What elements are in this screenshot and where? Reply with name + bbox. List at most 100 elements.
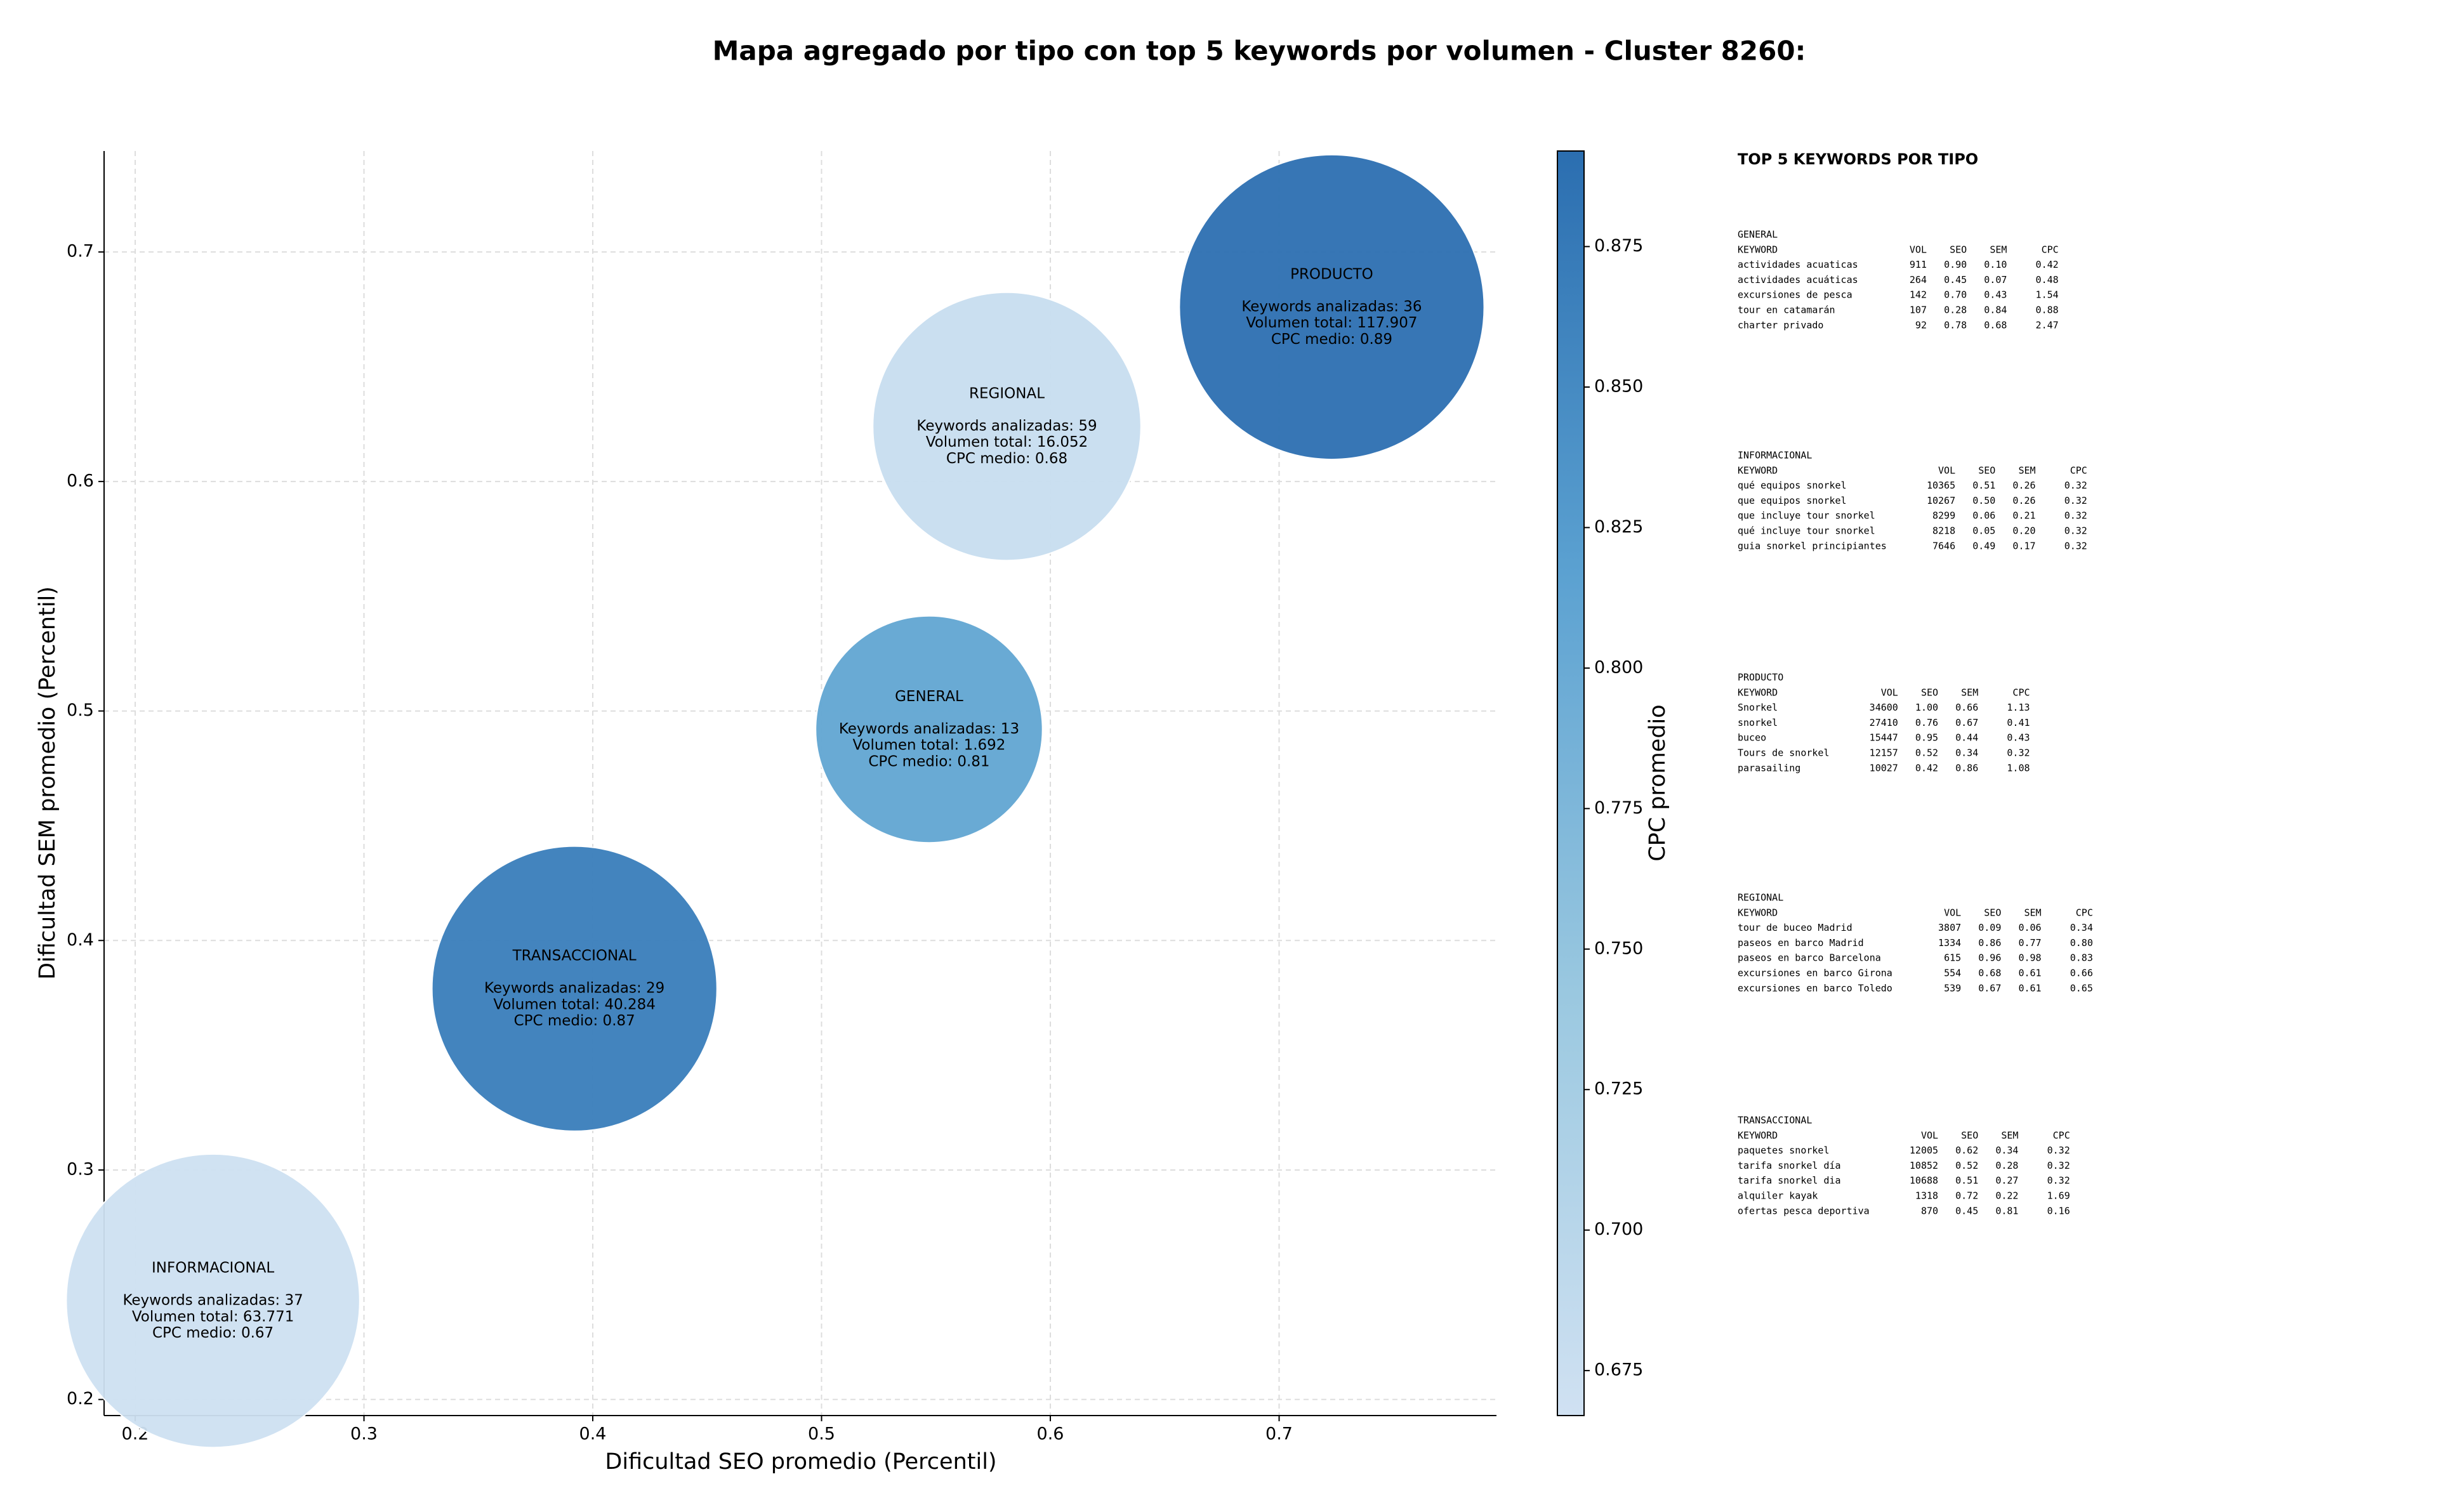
table-cell: 0.42	[1915, 762, 1938, 773]
table-cell: 0.21	[2012, 510, 2035, 522]
y-axis-label: Dificultad SEM promedio (Percentil)	[35, 586, 60, 980]
bubble-info: CPC medio: 0.68	[946, 450, 1067, 467]
bubble-info: Keywords analizadas: 59	[916, 418, 1097, 435]
table-cell: 0.32	[2047, 1160, 2070, 1171]
table-cell: 1.13	[2007, 702, 2030, 713]
x-tick-label: 0.4	[579, 1424, 607, 1444]
column-header: VOL	[1910, 244, 1927, 255]
section-title: GENERAL	[1738, 229, 1778, 240]
keyword: snorkel	[1738, 717, 1778, 728]
table-cell: 0.51	[1955, 1175, 1978, 1187]
table-cell: 2.47	[2036, 319, 2059, 331]
column-header: SEO	[1978, 464, 1995, 476]
x-axis-label: Dificultad SEO promedio (Percentil)	[605, 1449, 996, 1475]
table-cell: 0.66	[2070, 968, 2093, 979]
table-cell: 8299	[1932, 510, 1955, 522]
table-cell: 0.34	[1995, 1145, 2018, 1156]
keyword: ofertas pesca deportiva	[1738, 1205, 1870, 1216]
table-cell: 911	[1910, 259, 1927, 270]
table-cell: 0.28	[1995, 1160, 2018, 1171]
table-cell: 107	[1910, 305, 1927, 316]
bubble-info: CPC medio: 0.81	[868, 753, 989, 770]
table-cell: 0.84	[1984, 305, 2007, 316]
bubble-name: GENERAL	[895, 688, 963, 705]
keyword: Tours de snorkel	[1738, 747, 1830, 759]
table-cell: 8218	[1932, 525, 1955, 537]
bubble-info: Keywords analizadas: 36	[1241, 298, 1422, 315]
table-cell: 0.86	[1955, 762, 1978, 773]
column-header: SEO	[1961, 1129, 1978, 1141]
column-header: VOL	[1881, 687, 1898, 698]
keyword: Snorkel	[1738, 702, 1778, 713]
y-tick-label: 0.6	[67, 471, 94, 490]
table-cell: 0.49	[1972, 540, 1995, 551]
table-cell: 0.20	[2012, 525, 2035, 537]
keyword: que equipos snorkel	[1738, 495, 1847, 506]
column-header: KEYWORD	[1738, 464, 1778, 476]
table-cell: 0.95	[1915, 732, 1938, 744]
keyword: actividades acuaticas	[1738, 259, 1858, 270]
table-cell: 1318	[1915, 1190, 1938, 1202]
column-header: KEYWORD	[1738, 907, 1778, 918]
table-cell: 1.54	[2036, 289, 2059, 301]
keyword: charter privado	[1738, 319, 1823, 331]
section-title: INFORMACIONAL	[1738, 450, 1812, 461]
y-tick-label: 0.4	[67, 930, 94, 950]
keyword: alquiler kayak	[1738, 1190, 1818, 1202]
table-cell: 0.32	[2047, 1145, 2070, 1156]
table-cell: 0.61	[2018, 982, 2041, 994]
colorbar-tick-label: 0.725	[1594, 1079, 1643, 1099]
table-cell: 34600	[1870, 702, 1898, 713]
table-cell: 7646	[1932, 540, 1955, 551]
table-cell: 554	[1944, 968, 1961, 979]
table-cell: 0.34	[2070, 922, 2093, 933]
keyword: parasailing	[1738, 762, 1800, 773]
keyword: qué incluye tour snorkel	[1738, 525, 1875, 537]
colorbar-tick-label: 0.700	[1594, 1219, 1643, 1239]
keyword: excursiones de pesca	[1738, 289, 1853, 301]
table-cell: 0.32	[2064, 495, 2087, 506]
table-cell: 10852	[1910, 1160, 1938, 1171]
table-cell: 0.45	[1944, 274, 1967, 286]
bubble-info: CPC medio: 0.67	[152, 1325, 274, 1341]
table-cell: 0.42	[2036, 259, 2059, 270]
table-cell: 1.69	[2047, 1190, 2070, 1202]
table-cell: 0.32	[2064, 510, 2087, 522]
table-cell: 0.17	[2012, 540, 2035, 551]
table-cell: 0.61	[2018, 968, 2041, 979]
table-cell: 0.27	[1995, 1175, 2018, 1187]
column-header: CPC	[2070, 464, 2087, 476]
table-cell: 0.34	[1955, 747, 1978, 759]
y-tick-label: 0.7	[67, 242, 94, 261]
column-header: VOL	[1921, 1129, 1938, 1141]
table-cell: 539	[1944, 982, 1961, 994]
table-cell: 0.32	[2007, 747, 2030, 759]
section-title: REGIONAL	[1738, 892, 1783, 904]
table-cell: 0.06	[1972, 510, 1995, 522]
table-cell: 10688	[1910, 1175, 1938, 1187]
bubble	[872, 291, 1142, 562]
table-cell: 0.43	[2007, 732, 2030, 744]
table-cell: 0.05	[1972, 525, 1995, 537]
colorbar-tick-label: 0.875	[1594, 236, 1643, 256]
table-cell: 0.72	[1955, 1190, 1978, 1202]
column-header: CPC	[2076, 907, 2093, 918]
colorbar-tick-label: 0.825	[1594, 517, 1643, 537]
table-cell: 0.07	[1984, 274, 2007, 286]
table-cell: 10267	[1927, 495, 1955, 506]
table-cell: 0.51	[1972, 480, 1995, 491]
column-header: VOL	[1938, 464, 1955, 476]
keyword: guia snorkel principiantes	[1738, 540, 1887, 551]
table-cell: 0.76	[1915, 717, 1938, 728]
colorbar-tick-label: 0.850	[1594, 377, 1643, 397]
keyword: paquetes snorkel	[1738, 1145, 1830, 1156]
keyword: excursiones en barco Girona	[1738, 968, 1892, 979]
table-cell: 142	[1910, 289, 1927, 301]
table-cell: 0.83	[2070, 952, 2093, 964]
table-cell: 10027	[1870, 762, 1898, 773]
table-cell: 1.08	[2007, 762, 2030, 773]
keyword: que incluye tour snorkel	[1738, 510, 1875, 522]
column-header: SEM	[2018, 464, 2035, 476]
